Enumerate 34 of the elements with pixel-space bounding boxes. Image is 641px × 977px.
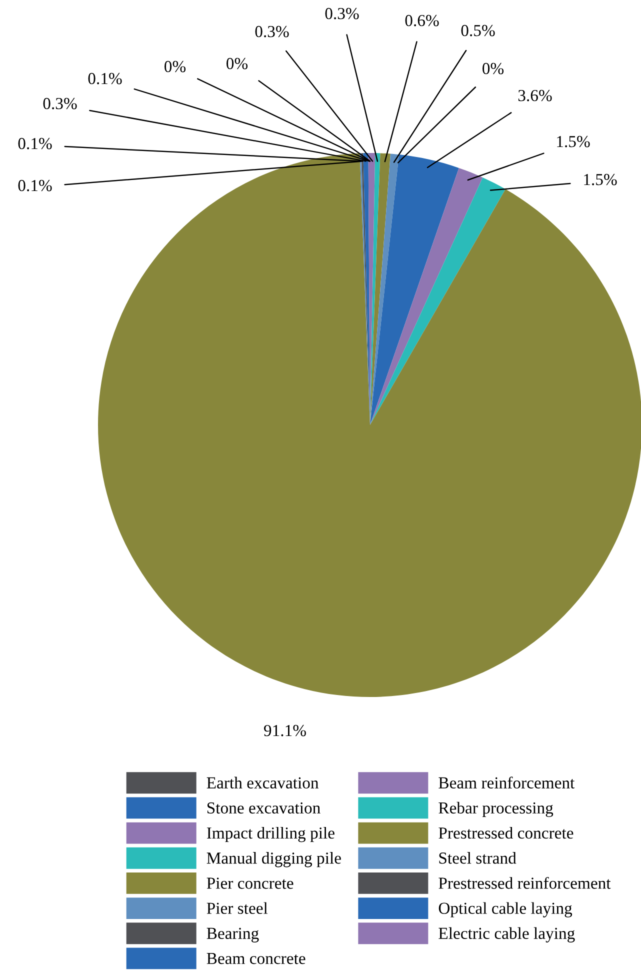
pie-slice — [98, 153, 641, 697]
data-label: 91.1% — [264, 724, 306, 736]
text: 0% — [226, 58, 248, 70]
legend-label: Pier concrete — [206, 878, 294, 889]
data-label: 0.1% — [18, 138, 52, 150]
legend-label: Prestressed reinforcement — [438, 876, 611, 889]
legend-label: Steel strand — [439, 852, 516, 864]
data-label: 0.3% — [255, 26, 289, 38]
legend-label: Optical cable laying — [438, 902, 572, 918]
data-label: 0.3% — [43, 98, 77, 110]
legend-label: Earth excavation — [206, 776, 319, 789]
legend-label: Electric cable laying — [438, 927, 575, 942]
data-label: 1.5% — [557, 136, 590, 148]
legend-label: Impact drilling pile — [206, 826, 334, 842]
data-label: 0.1% — [18, 180, 52, 192]
pie-slice — [370, 154, 399, 425]
legend-label: Prestressed concrete — [438, 826, 574, 839]
legend-label: Stone excavation — [207, 802, 320, 814]
legend-label: Beam concrete — [206, 953, 306, 964]
legend-label: Rebar processing — [438, 802, 554, 818]
data-label: 3.6% — [518, 90, 552, 102]
legend-label: Manual digging pile — [206, 852, 341, 868]
pie-slice — [370, 177, 506, 425]
data-label: 0.3% — [325, 8, 359, 20]
data-label: 0.6% — [405, 14, 439, 26]
data-label: 0.5% — [461, 24, 495, 36]
legend-label: Bearing — [206, 928, 259, 942]
pie-slice — [370, 168, 483, 425]
text: 0% — [164, 60, 186, 72]
data-label: 1.5% — [584, 174, 617, 186]
legend-label: Pier steel — [206, 902, 268, 914]
legend-label: Beam reinforcement — [438, 776, 575, 789]
data-label: 0.1% — [88, 72, 122, 84]
text: 0% — [482, 62, 504, 74]
